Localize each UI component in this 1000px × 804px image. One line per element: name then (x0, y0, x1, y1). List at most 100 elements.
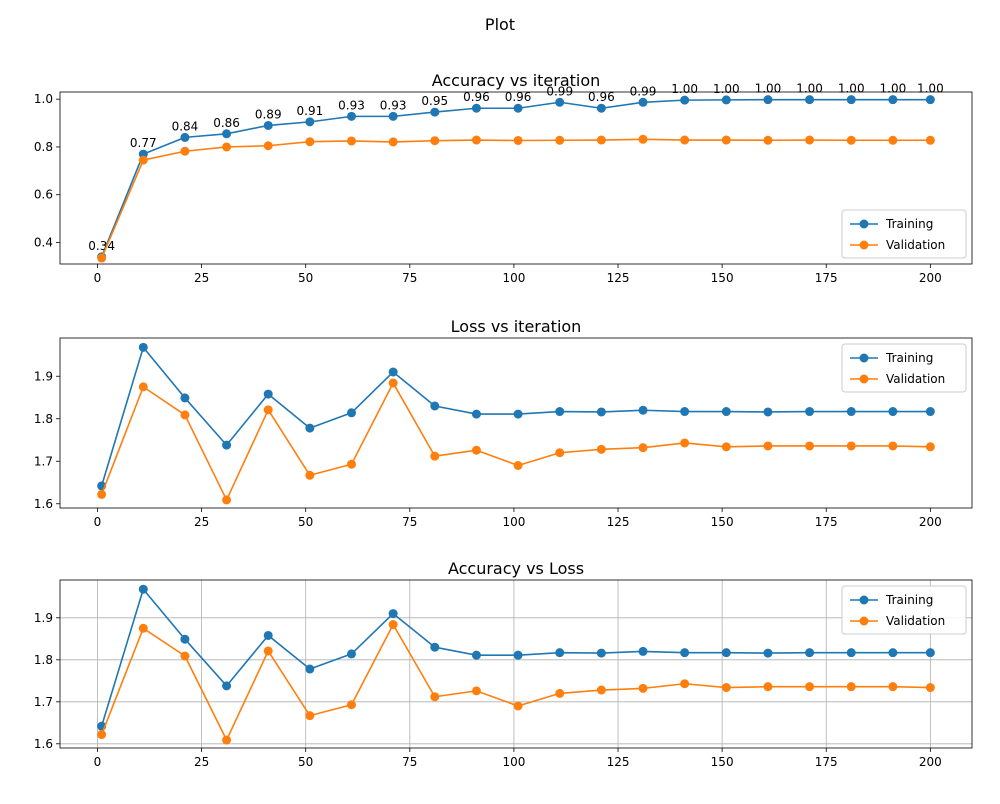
data-point (263, 389, 273, 399)
data-point (305, 664, 315, 674)
x-tick-label: 50 (298, 271, 313, 285)
x-tick-label: 50 (298, 515, 313, 529)
data-point (805, 95, 815, 105)
data-label: 1.00 (838, 82, 865, 96)
x-tick-label: 75 (402, 755, 417, 769)
data-label: 0.96 (463, 90, 490, 104)
x-tick-label: 100 (502, 755, 525, 769)
data-point (805, 407, 815, 417)
data-label: 0.89 (255, 107, 282, 121)
data-point (263, 630, 273, 640)
legend-marker-validation (859, 374, 869, 384)
x-tick-label: 200 (919, 755, 942, 769)
data-point (846, 95, 856, 105)
data-point (263, 646, 273, 656)
data-point (596, 685, 606, 695)
data-point (305, 117, 315, 127)
data-point (763, 95, 773, 105)
data-point (347, 111, 357, 121)
data-point (97, 489, 107, 499)
legend-marker-validation (859, 616, 869, 626)
x-tick-label: 125 (607, 755, 630, 769)
y-tick-label: 0.6 (34, 188, 53, 202)
data-point (347, 459, 357, 469)
series-validation (97, 134, 935, 263)
x-tick-label: 100 (502, 271, 525, 285)
data-point (888, 648, 898, 658)
y-tick-label: 1.6 (34, 737, 53, 751)
y-tick-label: 1.7 (34, 695, 53, 709)
data-point (222, 681, 232, 691)
data-point (721, 407, 731, 417)
x-tick-label: 0 (94, 755, 102, 769)
data-point (430, 642, 440, 652)
legend-label-validation: Validation (886, 614, 945, 628)
data-label: 0.84 (172, 119, 199, 133)
data-point (138, 155, 148, 165)
data-point (222, 735, 232, 745)
data-point (925, 407, 935, 417)
series-validation (97, 620, 935, 745)
data-point (888, 682, 898, 692)
data-point (471, 686, 481, 696)
data-label: 0.96 (588, 90, 615, 104)
legend-label-validation: Validation (886, 238, 945, 252)
y-tick-label: 1.9 (34, 611, 53, 625)
data-point (555, 407, 565, 417)
data-point (763, 682, 773, 692)
data-point (763, 441, 773, 451)
chart-1-axes: Accuracy vs iteration 0 25 50 75 100 125 150 175… (34, 71, 973, 285)
data-label: 1.00 (671, 82, 698, 96)
data-point (680, 679, 690, 689)
data-label: 0.93 (380, 98, 407, 112)
data-point (555, 135, 565, 145)
data-point (263, 405, 273, 415)
data-label: 0.99 (546, 84, 573, 98)
legend-box (841, 343, 967, 393)
data-point (721, 442, 731, 452)
chart-title: Accuracy vs Loss (448, 559, 584, 578)
data-point (180, 410, 190, 420)
data-label: 1.00 (917, 82, 944, 96)
data-point (555, 688, 565, 698)
data-point (388, 620, 398, 630)
data-point (180, 146, 190, 156)
data-label: 1.00 (880, 82, 907, 96)
data-point (888, 95, 898, 105)
x-tick-label: 25 (194, 755, 209, 769)
y-tick-label: 1.7 (34, 454, 53, 468)
legend: Training Validation (841, 209, 967, 259)
chart-title: Loss vs iteration (451, 317, 582, 336)
series-line-validation (100, 138, 931, 259)
data-point (471, 103, 481, 113)
legend: Training Validation (841, 585, 967, 635)
data-label: 0.95 (421, 94, 448, 108)
data-point (305, 711, 315, 721)
data-label: 1.00 (796, 82, 823, 96)
data-point (138, 342, 148, 352)
data-label: 1.00 (755, 82, 782, 96)
axes-frame (59, 91, 973, 265)
data-point (180, 132, 190, 142)
data-point (596, 648, 606, 658)
data-point (305, 137, 315, 147)
data-point (721, 648, 731, 658)
data-point (471, 445, 481, 455)
data-point (805, 682, 815, 692)
data-point (388, 378, 398, 388)
data-point (638, 134, 648, 144)
data-point (222, 142, 232, 152)
axes-frame (59, 579, 973, 749)
data-point (471, 409, 481, 419)
x-tick-label: 175 (815, 755, 838, 769)
data-point (680, 95, 690, 105)
data-point (222, 495, 232, 505)
data-point (305, 470, 315, 480)
y-tick-label: 1.9 (34, 369, 53, 383)
data-point (430, 401, 440, 411)
data-label: 0.93 (338, 98, 365, 112)
legend-box (841, 585, 967, 635)
x-tick-label: 50 (298, 755, 313, 769)
data-point (846, 441, 856, 451)
